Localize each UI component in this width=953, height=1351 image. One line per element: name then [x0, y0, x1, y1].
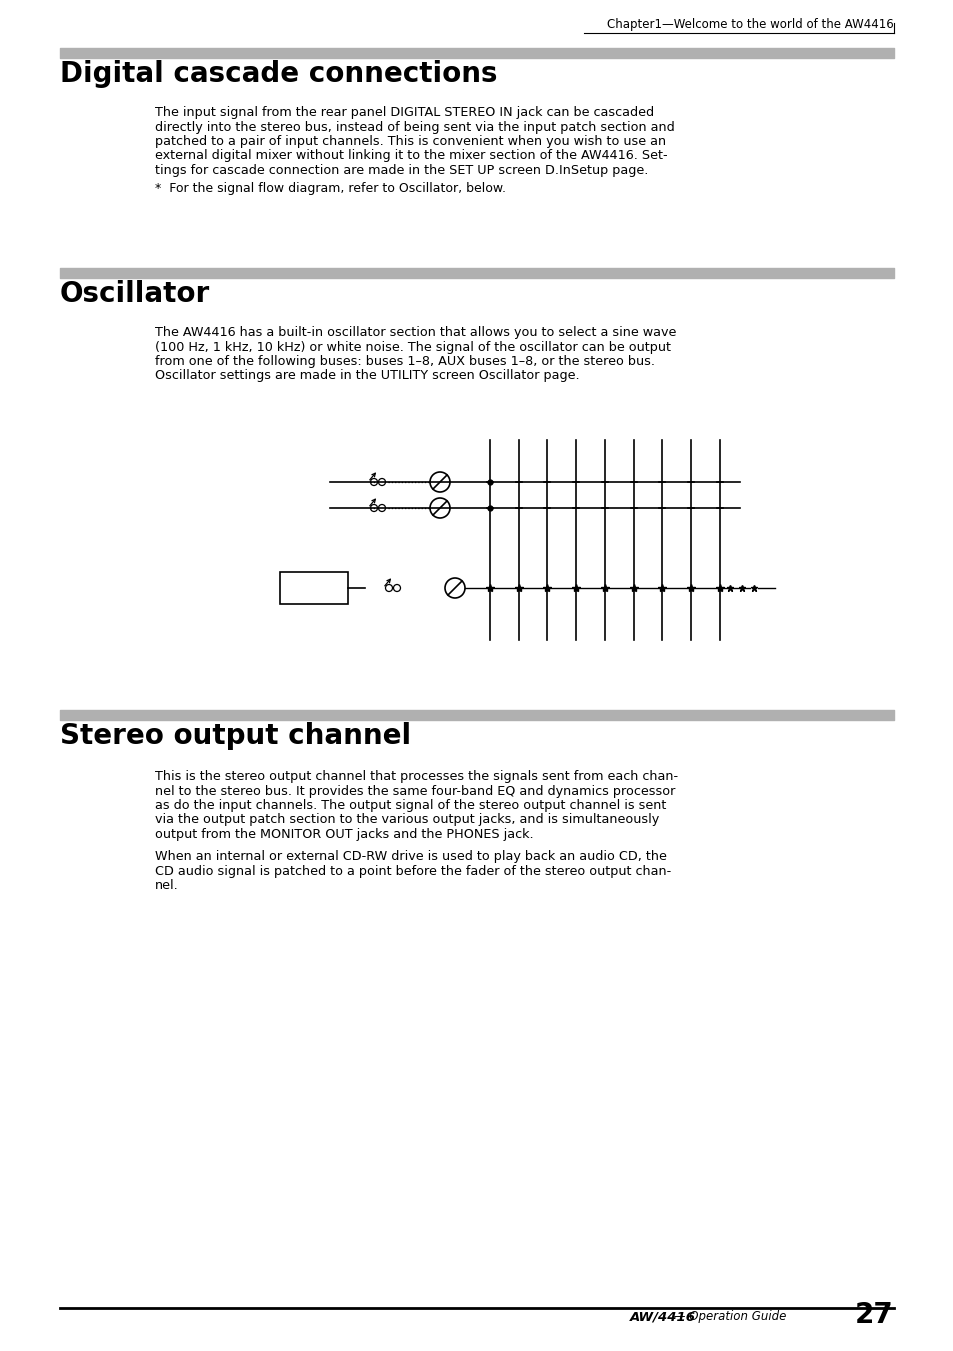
Text: CD audio signal is patched to a point before the fader of the stereo output chan: CD audio signal is patched to a point be… [154, 865, 671, 878]
Text: Chapter1—Welcome to the world of the AW4416: Chapter1—Welcome to the world of the AW4… [607, 18, 893, 31]
Text: — Operation Guide: — Operation Guide [669, 1310, 785, 1323]
Text: (100 Hz, 1 kHz, 10 kHz) or white noise. The signal of the oscillator can be outp: (100 Hz, 1 kHz, 10 kHz) or white noise. … [154, 340, 670, 354]
Text: Digital cascade connections: Digital cascade connections [60, 59, 497, 88]
Bar [280, 571, 348, 604]
Text: AW/4416: AW/4416 [629, 1310, 696, 1323]
Text: *  For the signal flow diagram, refer to Oscillator, below.: * For the signal flow diagram, refer to … [154, 182, 505, 195]
Text: via the output patch section to the various output jacks, and is simultaneously: via the output patch section to the vari… [154, 813, 659, 827]
Text: directly into the stereo bus, instead of being sent via the input patch section : directly into the stereo bus, instead of… [154, 120, 674, 134]
Text: The input signal from the rear panel DIGITAL STEREO IN jack can be cascaded: The input signal from the rear panel DIG… [154, 105, 654, 119]
Text: patched to a pair of input channels. This is convenient when you wish to use an: patched to a pair of input channels. Thi… [154, 135, 665, 149]
Text: nel to the stereo bus. It provides the same four-band EQ and dynamics processor: nel to the stereo bus. It provides the s… [154, 785, 675, 797]
Text: The AW4416 has a built-in oscillator section that allows you to select a sine wa: The AW4416 has a built-in oscillator sec… [154, 326, 676, 339]
Text: 27: 27 [854, 1301, 893, 1329]
Text: This is the stereo output channel that processes the signals sent from each chan: This is the stereo output channel that p… [154, 770, 678, 784]
Text: Oscillator: Oscillator [60, 280, 210, 308]
Text: Oscillator settings are made in the UTILITY screen Oscillator page.: Oscillator settings are made in the UTIL… [154, 370, 579, 382]
Text: as do the input channels. The output signal of the stereo output channel is sent: as do the input channels. The output sig… [154, 798, 666, 812]
Text: external digital mixer without linking it to the mixer section of the AW4416. Se: external digital mixer without linking i… [154, 150, 667, 162]
Text: When an internal or external CD-RW drive is used to play back an audio CD, the: When an internal or external CD-RW drive… [154, 850, 666, 863]
Text: from one of the following buses: buses 1–8, AUX buses 1–8, or the stereo bus.: from one of the following buses: buses 1… [154, 355, 655, 367]
Text: Stereo output channel: Stereo output channel [60, 721, 411, 750]
Text: output from the MONITOR OUT jacks and the PHONES jack.: output from the MONITOR OUT jacks and th… [154, 828, 533, 842]
Text: nel.: nel. [154, 880, 178, 892]
Text: tings for cascade connection are made in the SET UP screen D.InSetup page.: tings for cascade connection are made in… [154, 163, 648, 177]
